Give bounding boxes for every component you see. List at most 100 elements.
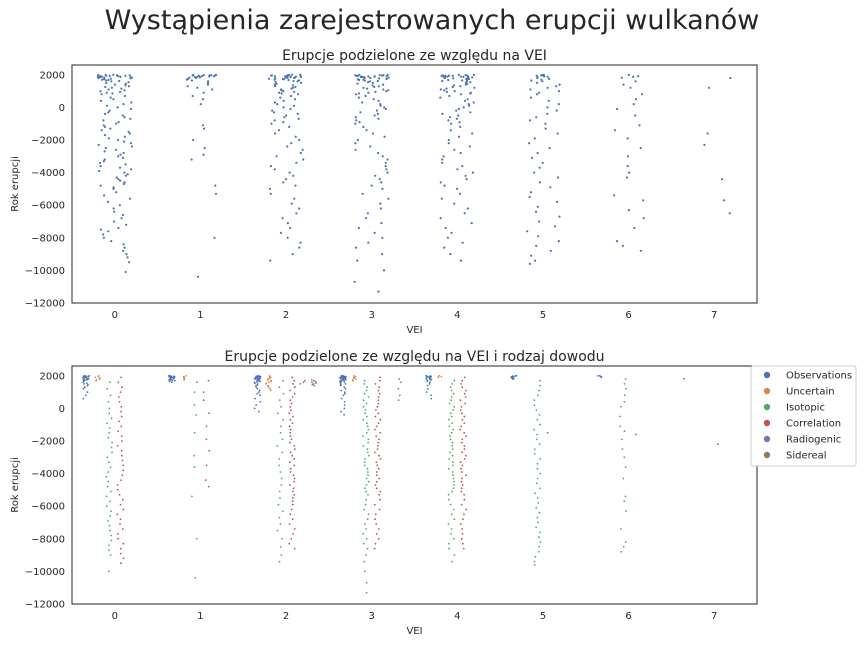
data-point bbox=[457, 73, 460, 76]
data-point bbox=[448, 542, 450, 545]
data-point bbox=[453, 148, 456, 151]
data-point bbox=[379, 490, 382, 493]
data-point bbox=[462, 547, 465, 550]
data-point bbox=[121, 454, 123, 457]
data-point bbox=[634, 98, 638, 101]
data-point bbox=[119, 547, 122, 550]
data-point bbox=[123, 89, 126, 92]
data-point bbox=[465, 474, 467, 477]
data-point bbox=[528, 142, 531, 145]
data-point bbox=[282, 106, 285, 109]
data-point bbox=[537, 235, 540, 238]
data-point bbox=[533, 448, 536, 450]
data-point bbox=[290, 142, 293, 145]
data-point bbox=[107, 230, 110, 233]
data-point bbox=[448, 458, 451, 460]
data-point bbox=[536, 433, 539, 436]
data-point bbox=[547, 99, 550, 102]
data-point bbox=[371, 81, 374, 84]
data-point bbox=[460, 490, 463, 493]
data-point bbox=[367, 480, 370, 483]
data-point bbox=[286, 145, 289, 148]
data-point bbox=[118, 204, 121, 207]
data-point bbox=[86, 391, 89, 393]
data-point bbox=[208, 412, 210, 415]
data-point bbox=[529, 88, 532, 91]
data-point bbox=[171, 379, 174, 382]
data-point bbox=[292, 104, 296, 107]
data-point bbox=[537, 521, 539, 524]
data-point bbox=[626, 165, 629, 168]
data-point bbox=[453, 480, 456, 483]
data-point bbox=[441, 158, 444, 161]
data-point bbox=[289, 435, 292, 437]
data-point bbox=[539, 487, 541, 490]
y-axis-label: Rok erupcji bbox=[10, 156, 21, 212]
data-point bbox=[340, 379, 343, 382]
data-point bbox=[380, 222, 383, 225]
data-point bbox=[273, 168, 276, 171]
data-point bbox=[451, 471, 454, 473]
data-point bbox=[377, 402, 380, 405]
data-point bbox=[534, 259, 537, 262]
data-point bbox=[256, 387, 259, 390]
data-point bbox=[109, 515, 111, 517]
data-point bbox=[273, 101, 277, 104]
data-point bbox=[465, 80, 468, 83]
data-point bbox=[471, 76, 474, 79]
data-point bbox=[278, 91, 281, 94]
data-point bbox=[293, 464, 296, 467]
data-point bbox=[121, 498, 124, 501]
data-point bbox=[373, 547, 376, 550]
data-point bbox=[386, 158, 389, 161]
data-point bbox=[683, 377, 685, 380]
data-point bbox=[461, 79, 464, 82]
data-points bbox=[82, 374, 719, 594]
data-point bbox=[190, 158, 193, 161]
data-point bbox=[282, 78, 286, 81]
data-point bbox=[111, 92, 114, 95]
data-point bbox=[379, 431, 382, 434]
data-point bbox=[108, 427, 111, 429]
data-point bbox=[461, 451, 464, 454]
data-point bbox=[536, 477, 539, 480]
data-point bbox=[202, 127, 206, 130]
data-point bbox=[196, 75, 199, 78]
y-tick-label: −4000 bbox=[31, 168, 65, 179]
data-point bbox=[288, 542, 291, 545]
data-point bbox=[119, 552, 122, 555]
data-point bbox=[459, 428, 462, 431]
data-point bbox=[632, 103, 635, 106]
data-point bbox=[461, 386, 464, 389]
data-point bbox=[451, 445, 454, 447]
data-point bbox=[381, 253, 384, 256]
data-point bbox=[458, 121, 461, 124]
data-point bbox=[254, 397, 256, 400]
data-point bbox=[463, 431, 466, 434]
data-point bbox=[110, 80, 113, 83]
data-point bbox=[461, 418, 464, 421]
data-point bbox=[533, 564, 536, 566]
y-tick-label: −12000 bbox=[25, 299, 65, 310]
data-point bbox=[127, 81, 130, 84]
data-point bbox=[378, 77, 381, 80]
x-tick-label: 7 bbox=[711, 611, 717, 622]
data-point bbox=[536, 467, 539, 470]
data-point bbox=[463, 99, 467, 102]
data-point bbox=[463, 415, 466, 418]
data-point bbox=[441, 79, 444, 83]
data-point bbox=[289, 467, 292, 470]
data-point bbox=[122, 557, 125, 560]
data-point bbox=[339, 382, 342, 384]
data-point bbox=[207, 80, 210, 83]
data-point bbox=[451, 454, 454, 457]
data-point bbox=[116, 484, 119, 486]
data-point bbox=[536, 205, 539, 208]
data-point bbox=[124, 174, 128, 177]
data-point bbox=[536, 76, 539, 80]
data-point bbox=[103, 125, 107, 128]
data-point bbox=[108, 461, 110, 464]
data-point bbox=[353, 280, 356, 283]
data-point bbox=[466, 78, 469, 81]
data-point bbox=[276, 412, 279, 415]
